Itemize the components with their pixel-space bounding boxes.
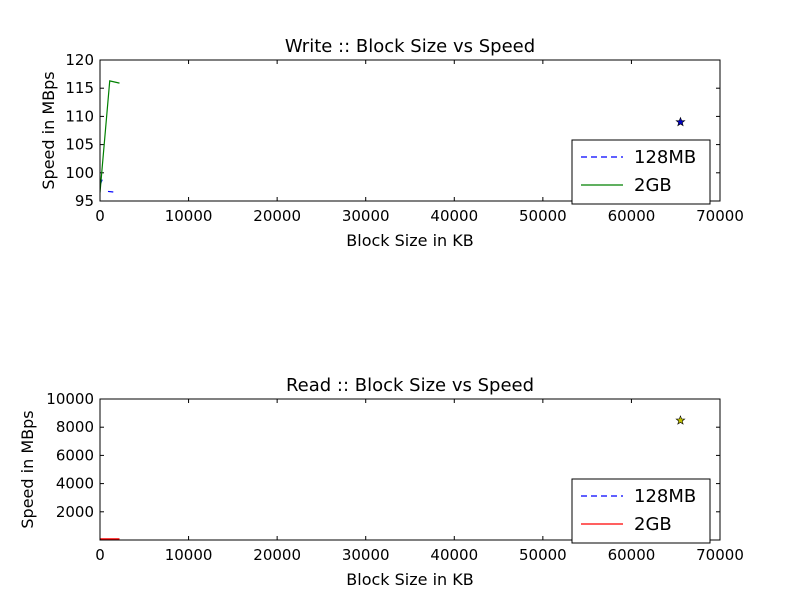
- x-tick-label: 70000: [696, 207, 744, 225]
- legend-label-1: 128MB: [634, 147, 696, 168]
- x-tick-label: 60000: [608, 546, 656, 564]
- x-tick-label: 10000: [165, 207, 213, 225]
- chart-title: Write :: Block Size vs Speed: [285, 36, 535, 57]
- y-tick-label: 10000: [46, 390, 94, 408]
- y-tick-label: 95: [75, 192, 94, 210]
- legend-box: [571, 478, 711, 544]
- y-axis-label: Speed in MBps: [39, 71, 58, 189]
- y-tick-label: 100: [65, 164, 94, 182]
- y-tick-label: 6000: [56, 446, 94, 464]
- legend-label-2: 2GB: [634, 175, 672, 196]
- y-tick-label: 120: [65, 51, 94, 69]
- y-tick-label: 105: [65, 136, 94, 154]
- legend: 128MB 2GB: [571, 478, 711, 544]
- x-tick-label: 70000: [696, 546, 744, 564]
- legend: 128MB 2GB: [571, 139, 711, 205]
- chart-title: Read :: Block Size vs Speed: [286, 375, 534, 396]
- series-line-2: [107, 190, 114, 193]
- x-tick-label: 50000: [519, 546, 567, 564]
- x-tick-label: 40000: [430, 546, 478, 564]
- x-tick-label: 20000: [253, 207, 301, 225]
- x-tick-label: 30000: [342, 207, 390, 225]
- x-tick-label: 50000: [519, 207, 567, 225]
- x-tick-label: 0: [95, 207, 105, 225]
- y-tick-label: 110: [65, 107, 94, 125]
- x-axis-label: Block Size in KB: [346, 231, 473, 250]
- y-axis-label: Speed in MBps: [18, 410, 37, 528]
- x-tick-label: 10000: [165, 546, 213, 564]
- x-tick-label: 40000: [430, 207, 478, 225]
- axes-frame: [99, 59, 721, 202]
- y-tick-label: 115: [65, 79, 94, 97]
- y-tick-label: 8000: [56, 418, 94, 436]
- x-tick-label: 30000: [342, 546, 390, 564]
- x-tick-label: 20000: [253, 546, 301, 564]
- y-tick-label: 4000: [56, 475, 94, 493]
- x-tick-label: 0: [95, 546, 105, 564]
- plot-area: [100, 415, 686, 540]
- star-marker-1: [675, 116, 686, 127]
- axes-frame: [99, 398, 721, 541]
- y-tick-label: 2000: [56, 503, 94, 521]
- legend-label-1: 128MB: [634, 486, 696, 507]
- legend-label-2: 2GB: [634, 514, 672, 535]
- series-line-3: [100, 80, 120, 193]
- star-marker-1: [675, 415, 686, 425]
- legend-box: [571, 139, 711, 205]
- x-axis-label: Block Size in KB: [346, 570, 473, 589]
- x-tick-label: 60000: [608, 207, 656, 225]
